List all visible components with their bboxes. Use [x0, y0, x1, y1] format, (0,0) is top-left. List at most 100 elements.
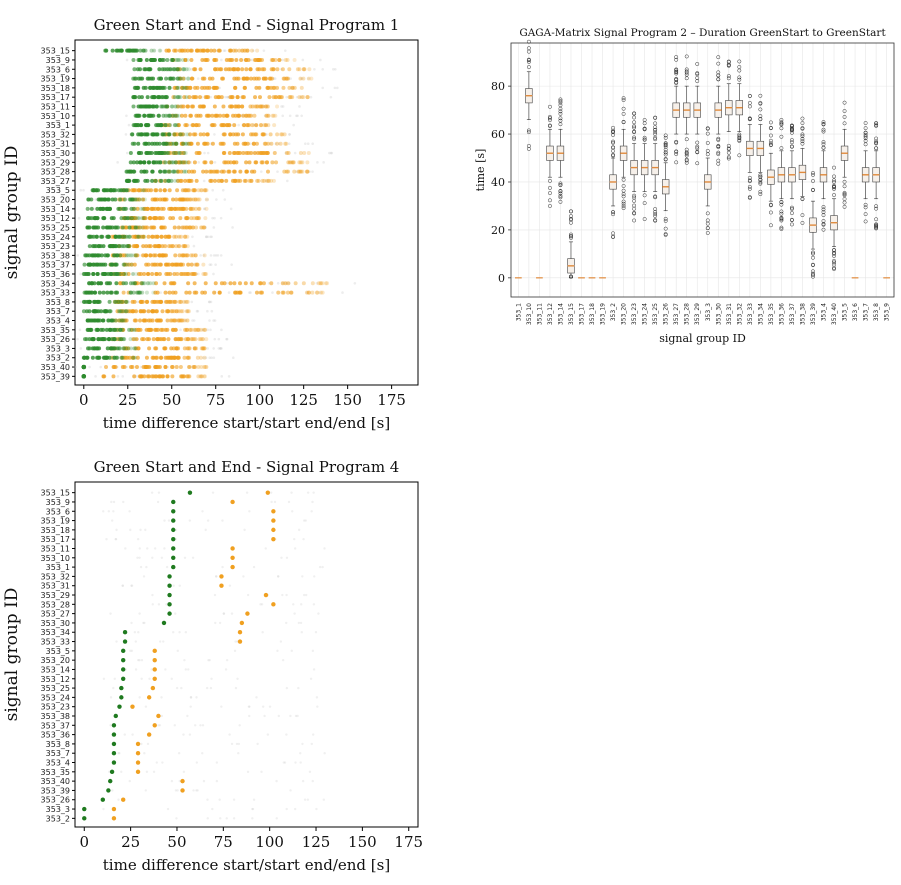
end-point — [255, 104, 260, 109]
end-point — [194, 178, 199, 183]
outlier-point — [220, 375, 224, 378]
outlier-marker — [811, 263, 815, 268]
end-point — [269, 141, 274, 146]
start-point — [139, 281, 144, 286]
end-point — [275, 132, 280, 137]
end-point — [192, 281, 197, 286]
outlier-point — [276, 281, 280, 285]
outlier-point — [79, 300, 83, 304]
end-point — [197, 95, 202, 100]
start-point — [156, 113, 161, 118]
end-point — [280, 67, 285, 72]
start-point — [94, 225, 99, 230]
end-point — [156, 713, 161, 719]
outlier-marker — [842, 121, 847, 126]
y-tick-label: 353_30 — [41, 149, 70, 158]
y-tick-label: 353_26 — [41, 335, 70, 344]
outlier-point — [140, 742, 143, 746]
outlier-point — [180, 686, 183, 690]
end-point — [167, 290, 172, 295]
end-point — [213, 85, 218, 90]
start-point — [121, 337, 126, 342]
start-point — [82, 816, 87, 821]
start-point — [145, 95, 150, 100]
outlier-marker — [789, 211, 794, 216]
start-point — [108, 225, 113, 230]
outlier-marker — [642, 201, 647, 206]
end-point — [258, 104, 263, 109]
end-point — [191, 337, 196, 342]
outlier-marker — [684, 151, 689, 155]
outlier-point — [192, 319, 196, 322]
start-point — [183, 151, 188, 156]
end-point — [173, 318, 178, 323]
outlier-point — [206, 198, 210, 201]
end-point — [269, 281, 274, 286]
outlier-marker — [621, 98, 626, 102]
end-point — [254, 123, 259, 128]
start-point — [186, 76, 191, 81]
end-point — [255, 178, 260, 183]
end-point — [170, 318, 175, 323]
end-point — [152, 657, 157, 663]
outlier-marker — [632, 129, 637, 134]
start-point — [121, 271, 126, 276]
outlier-point — [297, 621, 301, 625]
start-point — [181, 151, 186, 156]
end-point — [250, 123, 255, 128]
end-point — [272, 123, 277, 128]
end-point — [132, 262, 137, 267]
outlier-marker — [758, 93, 763, 98]
outlier-point — [279, 58, 282, 62]
outlier-marker — [653, 125, 658, 130]
outlier-marker — [821, 127, 826, 132]
outlier-marker — [632, 203, 637, 208]
start-point — [132, 346, 137, 351]
end-point — [238, 169, 243, 174]
end-point — [133, 318, 138, 323]
outlier-marker — [611, 234, 616, 239]
end-point — [298, 160, 303, 165]
end-point — [193, 262, 198, 267]
end-point — [253, 95, 258, 100]
x-tick-label: 50 — [162, 391, 181, 409]
end-point — [250, 169, 255, 174]
start-point — [87, 244, 92, 249]
outlier-marker — [779, 146, 784, 151]
end-point — [152, 299, 157, 304]
outlier-marker — [674, 77, 679, 82]
outlier-point — [281, 658, 285, 662]
end-point — [202, 225, 207, 230]
end-point — [280, 290, 285, 295]
outlier-point — [221, 565, 224, 569]
end-point — [262, 123, 267, 128]
outlier-marker — [621, 106, 626, 111]
outlier-point — [207, 300, 211, 304]
start-point — [167, 132, 172, 137]
outlier-point — [217, 347, 221, 350]
data-points — [82, 490, 326, 821]
outlier-point — [288, 133, 291, 136]
outlier-marker — [526, 128, 531, 133]
start-point — [119, 318, 124, 323]
end-point — [154, 355, 159, 360]
start-point — [144, 57, 149, 62]
end-point — [193, 197, 198, 202]
end-point — [185, 327, 190, 332]
outlier-point — [300, 603, 303, 606]
outlier-point — [281, 58, 285, 62]
end-point — [152, 676, 157, 681]
chart-title: Green Start and End - Signal Program 1 — [94, 16, 400, 34]
end-point — [165, 318, 170, 323]
end-point — [171, 346, 176, 351]
outlier-point — [206, 519, 210, 522]
outlier-marker — [653, 130, 658, 135]
plot-frame — [510, 42, 895, 298]
end-point — [146, 234, 151, 239]
end-point — [254, 123, 259, 128]
outlier-point — [219, 216, 223, 220]
start-point — [125, 244, 130, 249]
start-point — [137, 216, 142, 221]
start-point — [163, 178, 168, 183]
outlier-marker — [779, 126, 784, 131]
